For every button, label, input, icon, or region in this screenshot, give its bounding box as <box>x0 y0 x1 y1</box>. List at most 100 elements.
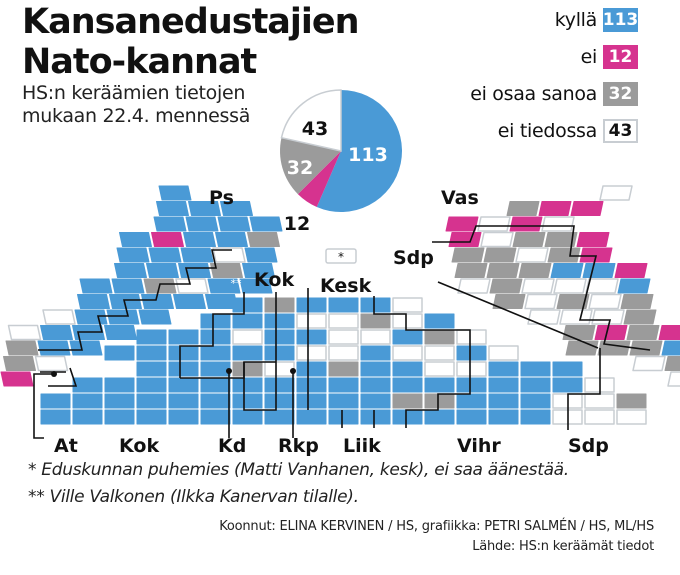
divider-liik <box>341 410 375 428</box>
seat-kylla <box>104 345 135 361</box>
seat-ei-osaa-sanoa <box>424 329 455 345</box>
legend-item-ei: ei 12 <box>470 45 638 69</box>
seat-kylla <box>220 201 253 216</box>
source-line: Lähde: HS:n keräämät tiedot <box>472 539 654 554</box>
seat-ei-tiedossa <box>328 345 359 361</box>
seat-kylla <box>168 329 199 345</box>
seat-kylla <box>173 294 206 309</box>
seat-kylla <box>328 377 359 393</box>
seat-kylla <box>242 263 275 278</box>
seat-kylla <box>119 232 152 247</box>
seat-kylla <box>77 294 110 309</box>
pie-label-eit: 43 <box>302 118 328 140</box>
seat-kylla <box>424 377 455 393</box>
seat-kylla <box>239 278 273 294</box>
seat-ei-osaa-sanoa <box>210 263 243 278</box>
seat-ei-osaa-sanoa <box>486 263 520 278</box>
seat-kylla <box>296 377 327 393</box>
seat-ei-tiedossa <box>584 409 615 425</box>
seat-kylla <box>109 294 142 309</box>
seat-kylla <box>168 409 199 425</box>
seat-ei-osaa-sanoa <box>451 247 485 263</box>
seat-kylla <box>200 361 231 377</box>
seat-ei-tiedossa <box>521 278 555 294</box>
legend-label: ei <box>580 46 598 68</box>
seat-kylla <box>168 377 199 393</box>
seat-kylla <box>232 313 263 329</box>
seat-ei-osaa-sanoa <box>616 393 647 409</box>
seat-kylla <box>456 409 487 425</box>
seat-kylla <box>328 297 359 313</box>
seat-ei-osaa-sanoa <box>562 325 596 340</box>
seat-ei-osaa-sanoa <box>483 247 517 263</box>
seat-kylla <box>72 409 103 425</box>
seat-kylla <box>264 409 295 425</box>
seat-kylla <box>552 377 583 393</box>
seat-ei-tiedossa <box>296 313 327 329</box>
dot-kd <box>226 368 232 374</box>
seat-ei-tiedossa <box>392 297 423 313</box>
seat-kylla <box>136 409 167 425</box>
seat-ei <box>151 232 184 247</box>
seat-kylla <box>617 278 651 294</box>
legend-label: ei osaa sanoa <box>470 83 597 105</box>
seat-ei-tiedossa <box>42 309 76 325</box>
seat-ei-tiedossa <box>175 278 209 294</box>
seat-ei-tiedossa <box>553 278 587 294</box>
seat-ei-osaa-sanoa <box>556 294 590 309</box>
seat-ei-tiedossa <box>588 293 622 310</box>
chart-subtitle: HS:n keräämien tietojen mukaan 22.4. men… <box>22 82 250 128</box>
seat-kylla <box>136 361 167 377</box>
seat-kylla <box>264 345 295 361</box>
seat-ei-osaa-sanoa <box>454 263 488 278</box>
seat-kylla <box>183 232 216 247</box>
seat-kylla <box>141 294 174 309</box>
seat-kylla <box>178 263 211 278</box>
seat-ei-osaa-sanoa <box>506 201 540 216</box>
seat-ei-osaa-sanoa <box>565 340 599 356</box>
seat-kylla <box>232 409 263 425</box>
legend-item-kylla: kyllä 113 <box>470 8 638 32</box>
seat-kylla <box>153 216 187 232</box>
seat-kylla <box>244 247 278 263</box>
subtitle-line-1: HS:n keräämien tietojen <box>22 82 246 104</box>
seat-ei-tiedossa <box>541 216 575 232</box>
seat-kylla <box>205 294 238 309</box>
seat-ei-tiedossa <box>392 313 423 329</box>
seat-ei-tiedossa <box>232 329 263 345</box>
party-label-vihr: Vihr <box>457 435 501 457</box>
legend-label: ei tiedossa <box>497 120 598 142</box>
party-label-vas: Vas <box>441 187 479 209</box>
divider-sdp-diagonal <box>437 281 599 349</box>
seat-ei-osaa-sanoa <box>547 247 581 263</box>
seat-kylla <box>136 393 167 409</box>
seat-kylla <box>456 345 487 361</box>
seat-kylla <box>264 329 295 345</box>
seat-kylla <box>200 313 231 329</box>
pie-chart: 113 12 32 43 <box>280 89 403 235</box>
replacement-mark: ** <box>231 277 243 290</box>
seat-kylla <box>488 361 519 377</box>
seat-kylla <box>232 393 263 409</box>
seat-ei <box>579 247 613 263</box>
seat-kylla <box>138 309 172 325</box>
party-label-kesk: Kesk <box>320 275 372 297</box>
title-line-1: Kansanedustajien <box>22 2 360 42</box>
seat-ei <box>538 201 572 216</box>
legend-label: kyllä <box>554 9 598 31</box>
seat-kylla <box>148 247 182 263</box>
seat-ei-osaa-sanoa <box>623 309 657 325</box>
seat-kylla <box>136 329 167 345</box>
seat-ei-osaa-sanoa <box>232 361 263 377</box>
seat-kylla <box>424 409 455 425</box>
seat-ei-osaa-sanoa <box>597 340 631 356</box>
seat-kylla <box>114 263 147 278</box>
seat-ei-tiedossa <box>591 309 625 325</box>
seat-kylla <box>520 377 551 393</box>
seat-kylla <box>360 345 391 361</box>
footnote-speaker: * Eduskunnan puhemies (Matti Vanhanen, k… <box>28 460 569 480</box>
seat-kylla <box>456 377 487 393</box>
seat-ei-tiedossa <box>524 293 558 310</box>
seat-kylla <box>40 409 71 425</box>
